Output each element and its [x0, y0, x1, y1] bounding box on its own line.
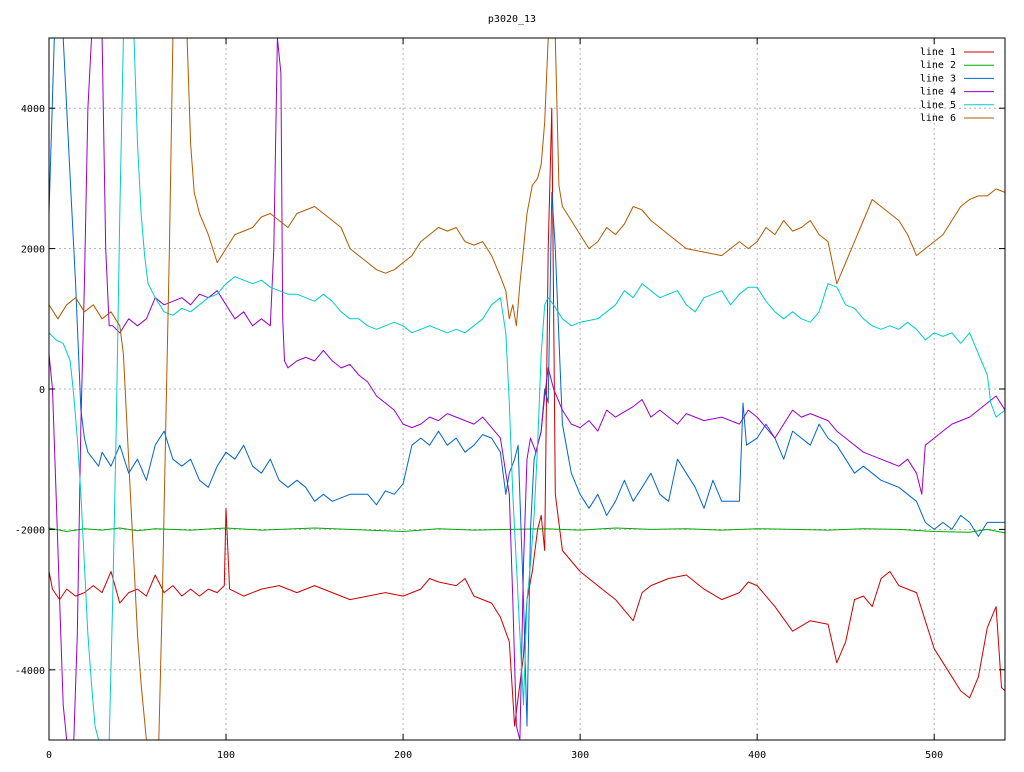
x-tick-label: 0 [46, 750, 52, 761]
axis-ticks: 0 100 200 300 400 500 -4000 -2000 0 2000 4000 [15, 38, 1005, 761]
series-line-2 [49, 527, 1005, 534]
x-tick-label: 500 [925, 750, 943, 761]
legend-label-2: line 2 [920, 60, 956, 71]
x-tick-label: 300 [571, 750, 589, 761]
legend: line 1 line 2 line 3 line 4 line 5 line 6 [920, 47, 994, 124]
legend-label-6: line 6 [920, 113, 956, 124]
series-line-1 [49, 107, 1005, 727]
legend-label-3: line 3 [920, 73, 956, 84]
legend-label-4: line 4 [920, 87, 956, 98]
x-tick-label: 400 [748, 750, 766, 761]
series-line-5 [49, 38, 1005, 740]
x-tick-label: 200 [394, 750, 412, 761]
x-tick-label: 100 [217, 750, 235, 761]
legend-label-5: line 5 [920, 100, 956, 111]
y-tick-label: 0 [39, 385, 45, 396]
y-tick-label: 4000 [21, 104, 45, 115]
y-tick-label: 2000 [21, 245, 45, 256]
series-line-4 [49, 38, 1005, 740]
series-line-6 [49, 38, 1005, 740]
chart-title: p3020_13 [488, 14, 536, 25]
legend-label-1: line 1 [920, 47, 956, 58]
y-tick-label: -2000 [15, 525, 45, 536]
y-tick-label: -4000 [15, 666, 45, 677]
series-lines [49, 38, 1005, 740]
series-line-3 [49, 38, 1005, 727]
